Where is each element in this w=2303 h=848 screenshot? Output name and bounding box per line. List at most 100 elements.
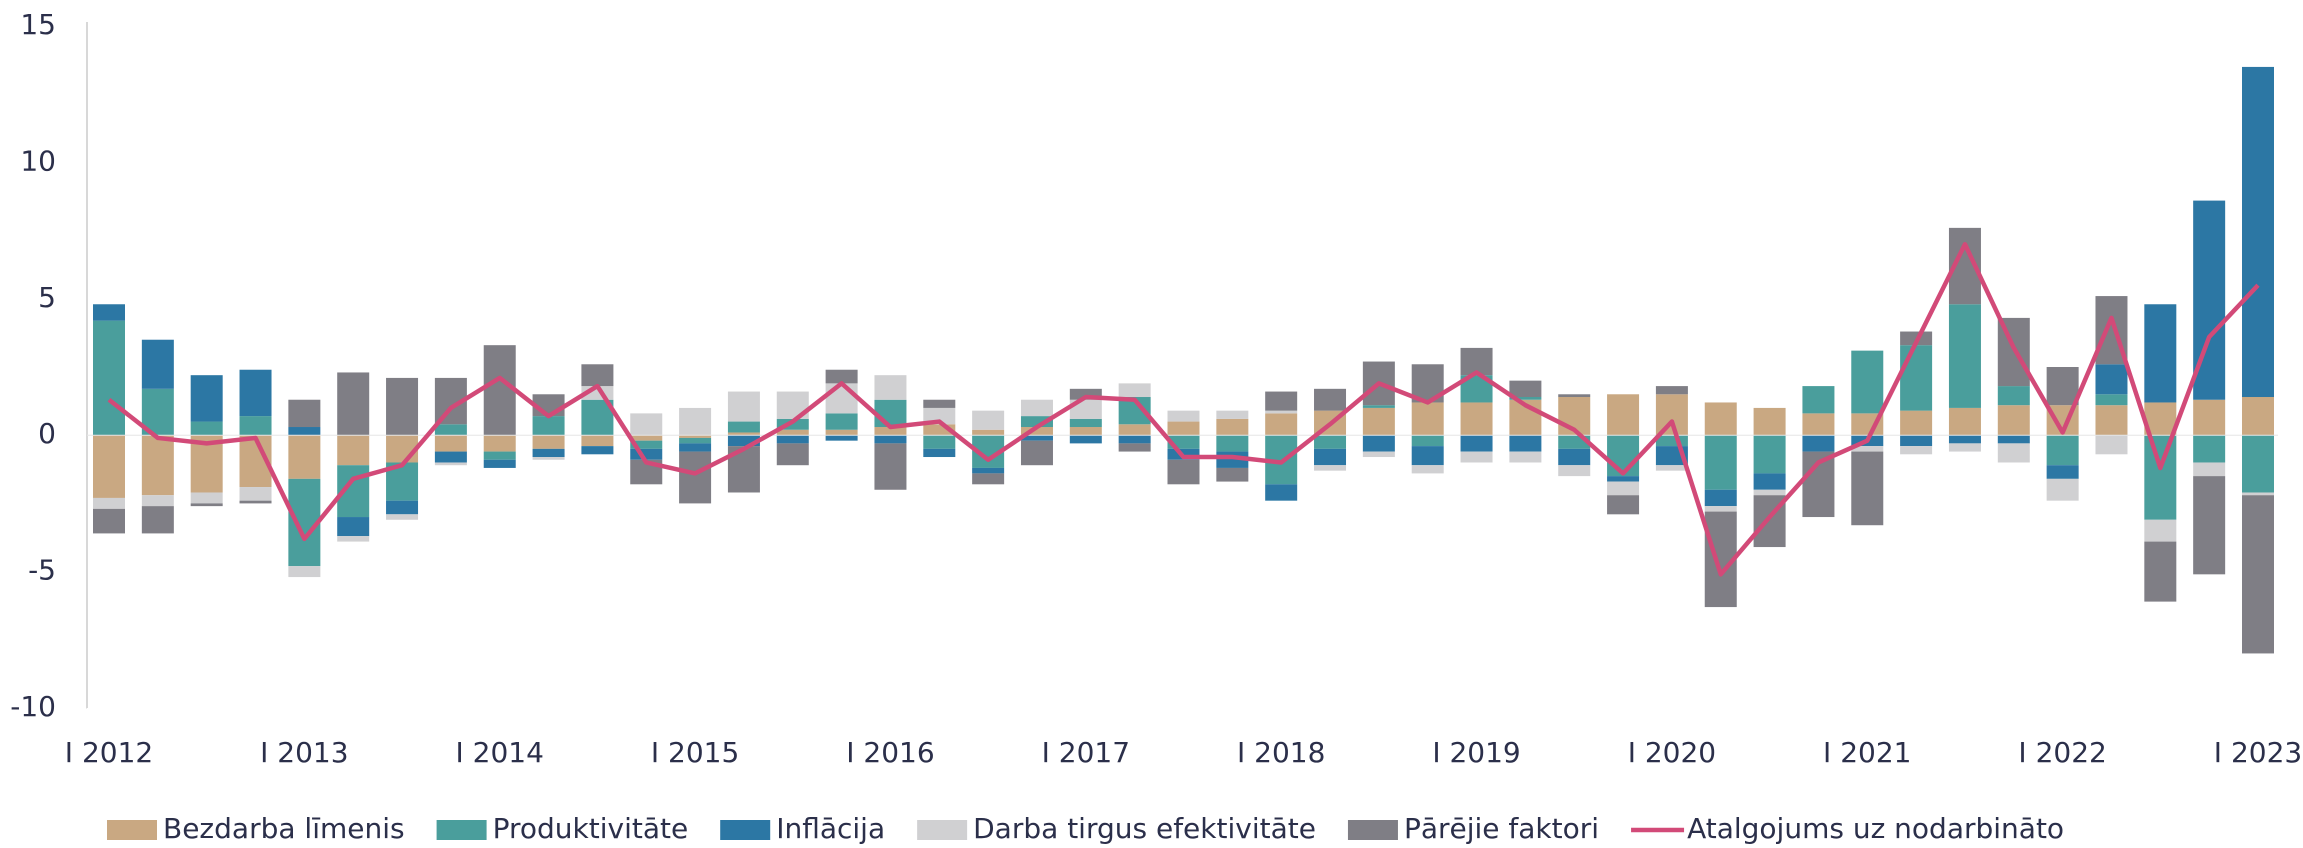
bar — [288, 435, 321, 479]
bar — [1265, 484, 1298, 501]
bar — [1753, 489, 1786, 496]
bar — [1655, 386, 1688, 395]
y-tick-label: 5 — [38, 281, 56, 314]
bar — [2046, 367, 2079, 406]
bar — [2046, 465, 2079, 479]
bar — [1362, 451, 1395, 458]
bar — [93, 435, 125, 498]
bar — [1314, 388, 1347, 411]
bar — [679, 437, 712, 444]
bar — [1997, 405, 2030, 436]
bar — [288, 566, 321, 578]
bar — [1460, 451, 1493, 463]
bar — [190, 421, 223, 436]
bar — [1314, 448, 1347, 466]
y-tick-label: -5 — [28, 554, 56, 587]
bar — [483, 435, 516, 452]
bar — [1948, 435, 1981, 444]
bar — [2144, 541, 2177, 602]
bar — [972, 467, 1005, 474]
bar — [1118, 435, 1151, 444]
bar — [825, 369, 858, 384]
bar — [288, 427, 321, 436]
bar — [1362, 405, 1395, 408]
bar — [776, 435, 809, 444]
bar — [630, 413, 663, 436]
bar — [727, 421, 760, 433]
bar — [727, 435, 760, 447]
bar — [2242, 495, 2274, 654]
bar — [727, 432, 760, 436]
bar — [1020, 416, 1053, 428]
x-tick-label: I 2019 — [1432, 736, 1520, 769]
bar — [1851, 446, 1884, 452]
bar — [1900, 435, 1933, 447]
bar — [93, 304, 125, 321]
x-tick-label: I 2018 — [1237, 736, 1325, 769]
bar — [1802, 413, 1835, 436]
bar — [239, 416, 272, 436]
x-tick-label: I 2020 — [1628, 736, 1716, 769]
bar — [1118, 383, 1151, 398]
bar — [239, 500, 272, 504]
bar — [2193, 435, 2226, 463]
bar — [1411, 402, 1444, 436]
bar — [1900, 345, 1933, 411]
bar — [386, 500, 419, 515]
bar — [1704, 489, 1737, 507]
bar — [2095, 364, 2128, 395]
bar — [434, 462, 467, 466]
bar — [1802, 435, 1835, 452]
bar — [2193, 476, 2226, 575]
bar — [1020, 399, 1053, 417]
bar — [972, 410, 1005, 430]
bar — [874, 443, 907, 490]
legend-item: Produktivitāte — [436, 812, 688, 845]
bar — [1704, 402, 1737, 436]
bar — [190, 503, 223, 507]
bar — [1851, 413, 1884, 436]
bar — [679, 443, 712, 452]
bar — [386, 514, 419, 520]
bar — [1900, 410, 1933, 436]
legend-label: Darba tirgus efektivitāte — [973, 812, 1316, 845]
bar — [93, 320, 125, 436]
bar — [630, 440, 663, 449]
bar — [1607, 481, 1640, 496]
bar — [727, 391, 760, 422]
bar — [239, 487, 272, 501]
bar — [93, 497, 125, 509]
legend-swatch — [436, 820, 487, 840]
bar — [1558, 448, 1591, 466]
bar — [1997, 386, 2030, 406]
bar — [972, 473, 1005, 485]
bar — [532, 435, 565, 449]
bar — [141, 495, 174, 507]
bar — [923, 399, 956, 408]
bar — [972, 429, 1005, 436]
bar — [679, 435, 712, 438]
bar — [1362, 435, 1395, 452]
bar — [2242, 435, 2274, 493]
bar — [825, 429, 858, 436]
bar — [1460, 402, 1493, 436]
bar — [2095, 435, 2128, 455]
legend-item: Darba tirgus efektivitāte — [917, 812, 1316, 845]
bar — [434, 451, 467, 463]
bar — [141, 339, 174, 389]
bar — [825, 413, 858, 430]
y-tick-label: 0 — [38, 417, 56, 450]
bar — [1802, 386, 1835, 414]
bar — [2144, 435, 2177, 520]
bar — [141, 506, 174, 534]
bar — [483, 345, 516, 436]
bar — [337, 536, 370, 542]
bar — [1655, 435, 1688, 447]
bar — [1997, 435, 2030, 444]
x-tick-label: I 2014 — [456, 736, 544, 769]
bar — [1997, 443, 2030, 463]
bar — [434, 435, 467, 452]
bar — [1607, 435, 1640, 477]
bar — [776, 443, 809, 466]
bar — [1607, 495, 1640, 515]
